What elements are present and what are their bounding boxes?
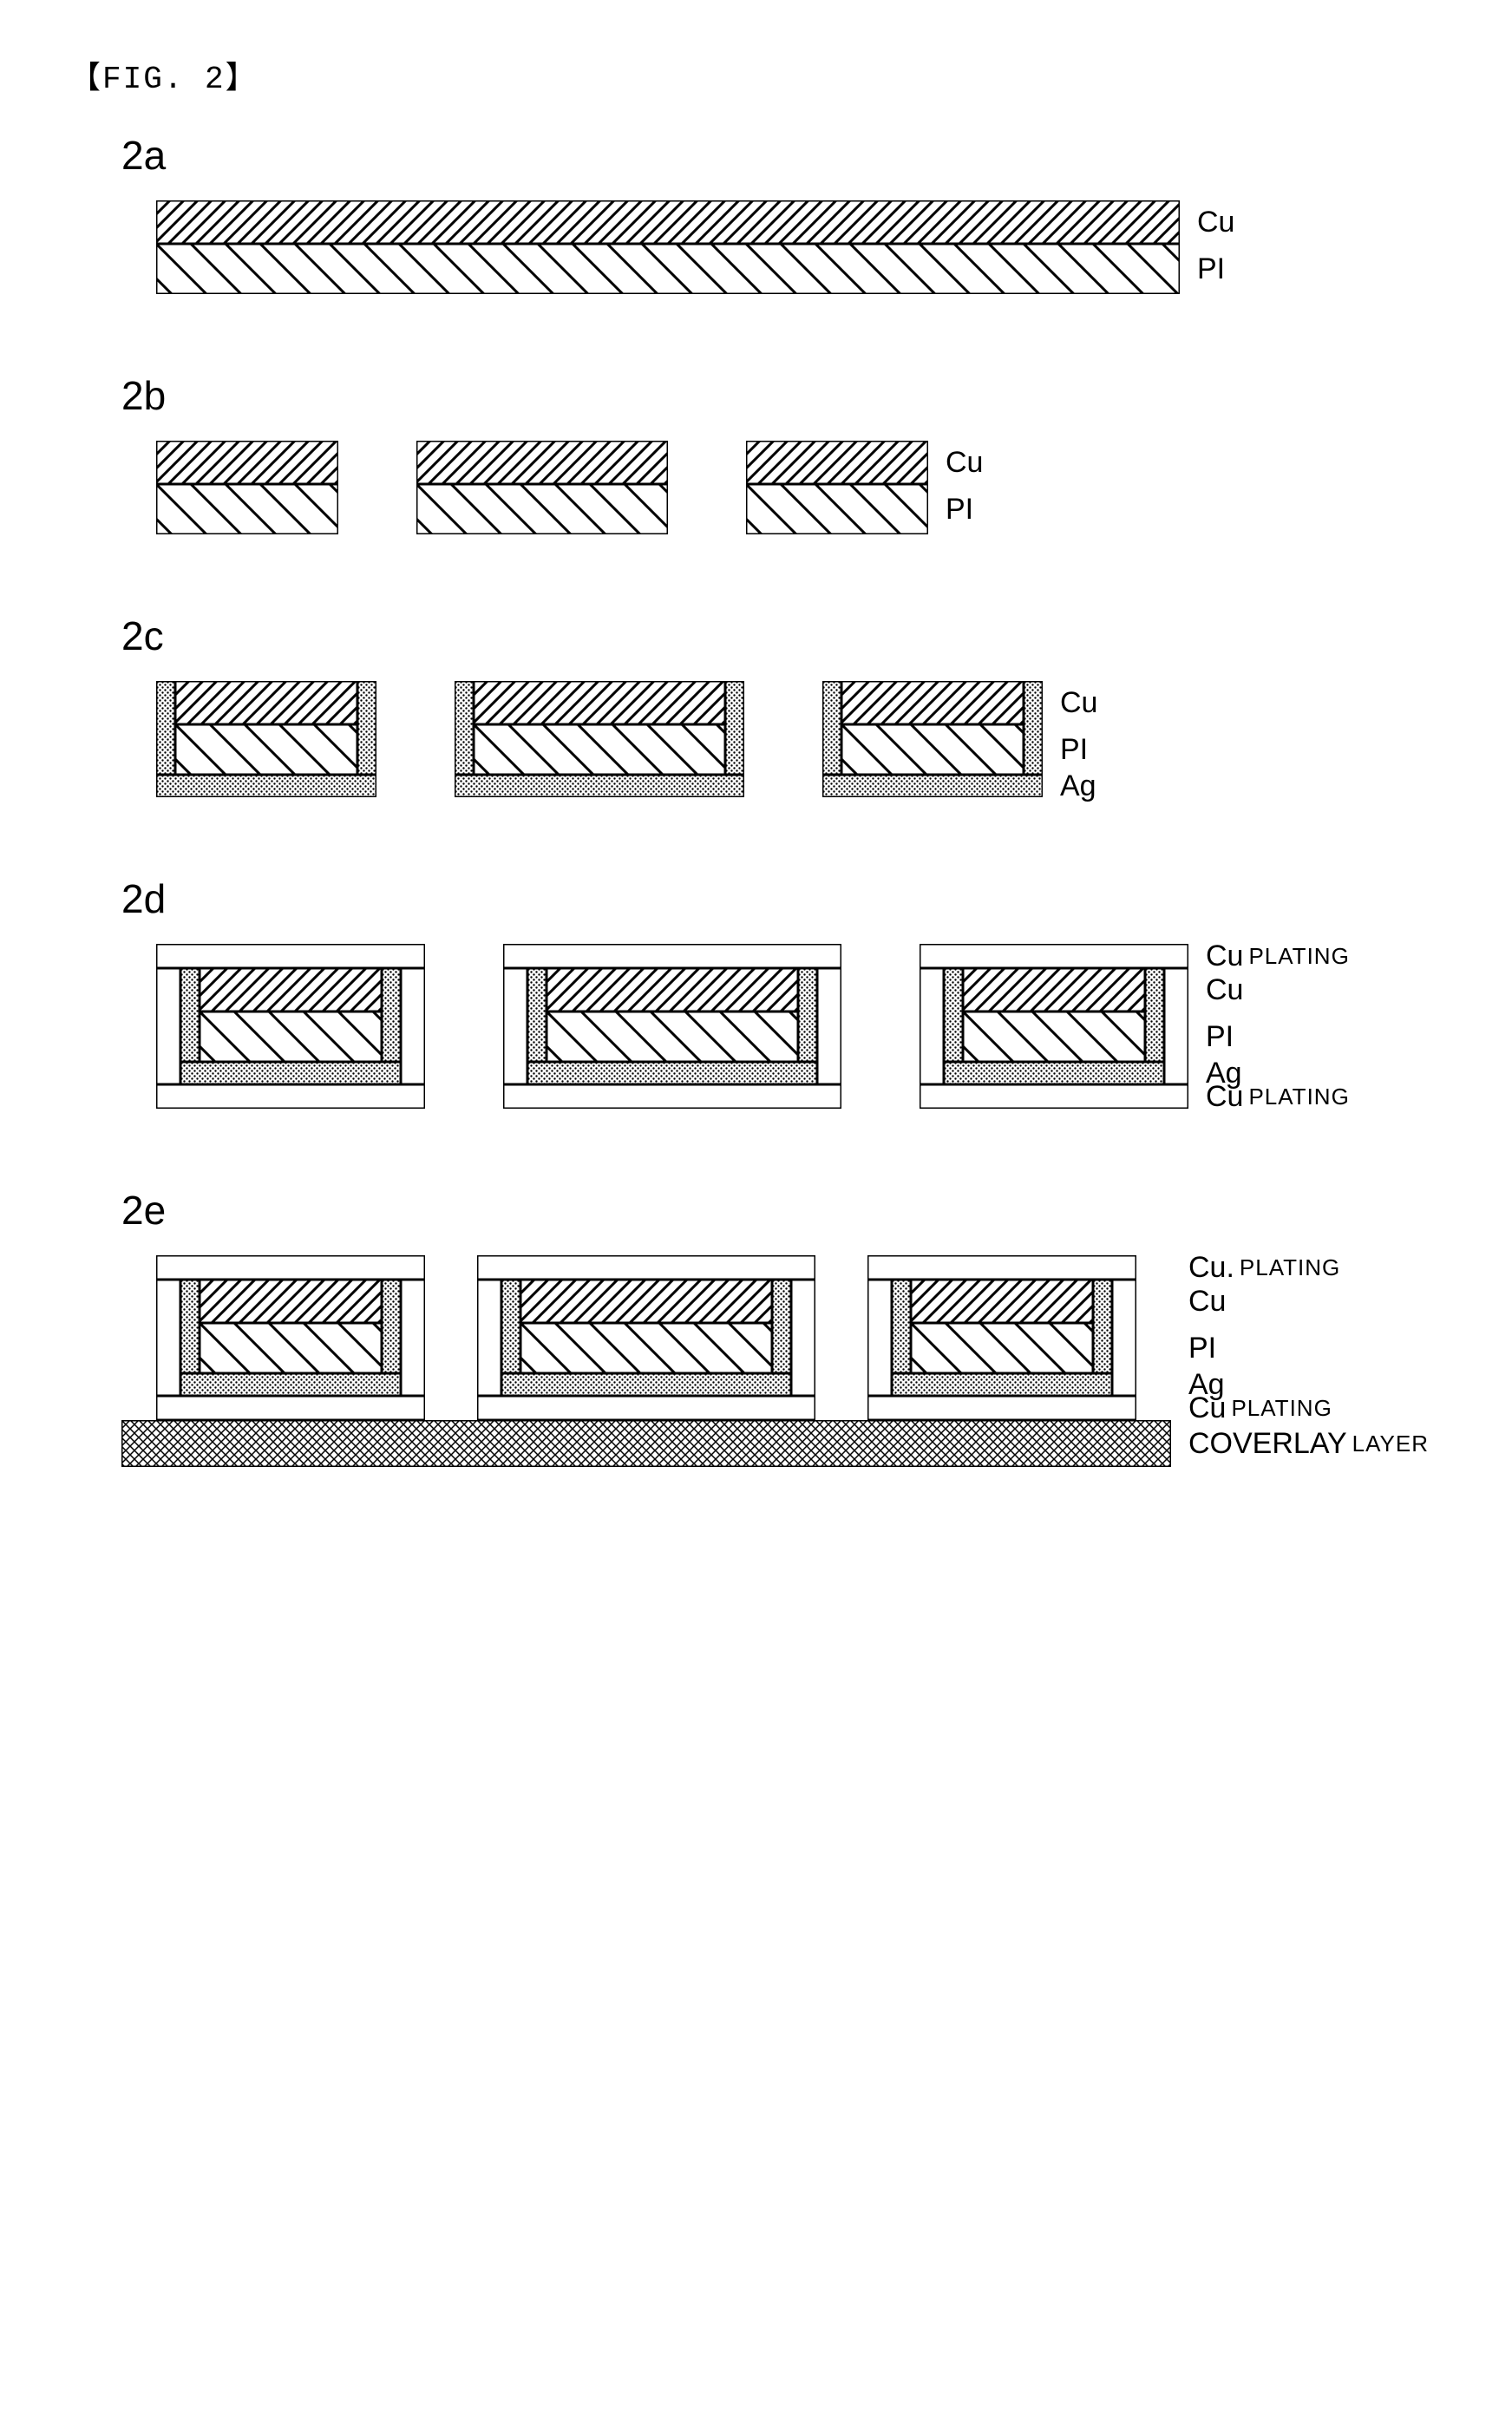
cu-plating-wrap [156,1255,425,1420]
blocks-2c [156,681,1043,797]
layer-stack [963,968,1145,1062]
ag-wrap [501,1280,791,1396]
layer-label: CuPLATING [1206,944,1350,968]
ag-wrap [180,968,401,1084]
block [156,944,425,1109]
layer-stack [520,1280,772,1373]
block [156,1255,425,1420]
layer-stack [416,441,668,534]
ag-wrap [892,1280,1112,1396]
block [156,681,376,797]
layer-label: PI [946,484,983,534]
blocks-2d [156,944,1188,1109]
block [156,441,338,534]
ag-wrap [527,968,817,1084]
layer-stack [547,968,798,1062]
section-2e: 2e [69,1187,1443,1467]
layer-stack [746,441,928,534]
figure-title: 【FIG. 2】 [69,52,1443,97]
layer-label: Cu [1206,968,1350,1012]
block [867,1255,1136,1420]
ag-wrap [455,681,744,797]
layer-label: PI [1206,1012,1350,1062]
layer-label: PI [1188,1323,1429,1373]
block [503,944,841,1109]
section-label-2a: 2a [121,132,1443,179]
layer-label: CuPLATING [1206,1084,1350,1109]
labels-2e: Cu.PLATINGCuPIAgCuPLATINGCOVERLAYLAYER [1188,1255,1429,1467]
layer-stack [156,200,1180,294]
block [477,1255,815,1420]
section-2c: 2c CuPIAg [69,612,1443,797]
section-label-2b: 2b [121,372,1443,419]
layer-stack [474,681,725,775]
layer-stack [156,441,338,534]
labels-2c: CuPIAg [1060,681,1097,797]
cu-plating-wrap [477,1255,815,1420]
blocks-2e [156,1255,1171,1420]
layer-label: PI [1060,724,1097,775]
layer-label: Cu [946,441,983,484]
block [455,681,744,797]
layer-stack [175,681,357,775]
layer-label: Cu.PLATING [1188,1255,1429,1280]
section-label-2e: 2e [121,1187,1443,1234]
section-2a: 2a CuPI [69,132,1443,294]
layer-label: Cu [1197,200,1234,244]
cu-plating-wrap [156,944,425,1109]
section-label-2c: 2c [121,612,1443,659]
blocks-2b [156,441,928,534]
block [416,441,668,534]
cu-plating-wrap [503,944,841,1109]
layer-stack [911,1280,1093,1373]
labels-2a: CuPI [1197,200,1234,294]
cu-plating-wrap [867,1255,1136,1420]
layer-stack [841,681,1024,775]
layer-label: COVERLAYLAYER [1188,1420,1429,1467]
coverlay-layer [121,1420,1171,1467]
layer-label: Cu [1188,1280,1429,1323]
section-2b: 2b CuPI [69,372,1443,534]
blocks-2a [156,200,1180,294]
layer-label: CuPLATING [1188,1396,1429,1420]
labels-2d: CuPLATINGCuPIAgCuPLATING [1206,944,1350,1109]
ag-wrap [822,681,1043,797]
layer-label: Ag [1060,775,1097,797]
layer-label: Cu [1060,681,1097,724]
labels-2b: CuPI [946,441,983,534]
layer-stack [200,968,382,1062]
cu-plating-wrap [920,944,1188,1109]
block [746,441,928,534]
block [822,681,1043,797]
ag-wrap [156,681,376,797]
ag-wrap [180,1280,401,1396]
layer-stack [200,1280,382,1373]
ag-wrap [944,968,1164,1084]
block [156,200,1180,294]
section-label-2d: 2d [121,875,1443,922]
block [920,944,1188,1109]
section-2d: 2d [69,875,1443,1109]
layer-label: PI [1197,244,1234,294]
